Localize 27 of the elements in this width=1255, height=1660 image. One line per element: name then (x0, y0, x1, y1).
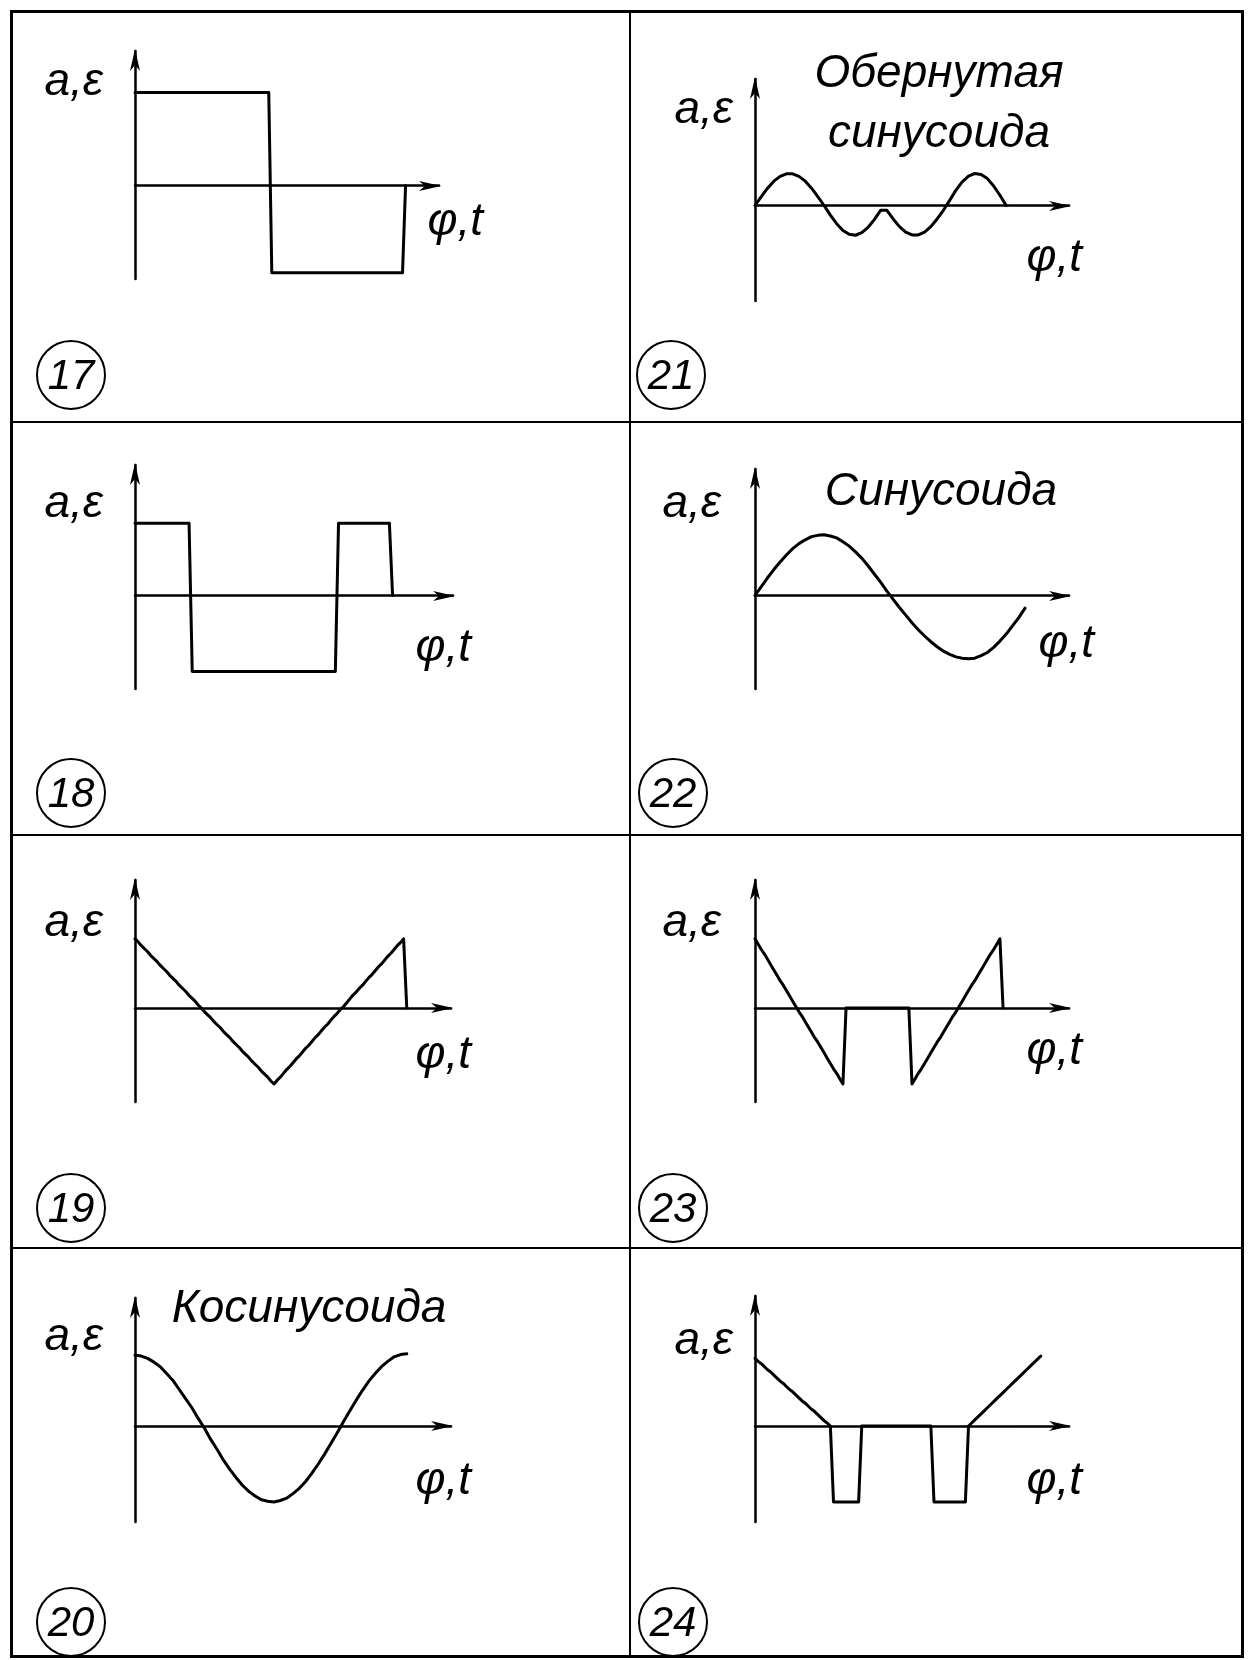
text: 21 (636, 340, 706, 410)
x-axis-title: φ,t (415, 1452, 474, 1504)
y-axis-title: a,ε (674, 1312, 734, 1364)
y-axis-title: a,ε (674, 81, 734, 133)
text: 22 (638, 758, 708, 828)
x-axis-title: φ,t (415, 619, 474, 671)
x-axis-title: φ,t (1038, 615, 1097, 667)
x-axis-title: φ,t (415, 1026, 474, 1078)
y-axis-title: a,ε (44, 894, 104, 946)
x-axis-title: φ,t (1026, 229, 1085, 281)
y-axis-title: a,ε (662, 475, 722, 527)
y-axis-title: a,ε (44, 475, 104, 527)
x-axis-title: φ,t (1026, 1022, 1085, 1074)
y-axis-title: a,ε (44, 1308, 104, 1360)
text: 20 (36, 1587, 106, 1657)
y-axis-title: a,ε (44, 53, 104, 105)
text: 17 (36, 340, 106, 410)
chart-title: Обернутая синусоида (814, 45, 1064, 157)
text: 18 (36, 758, 106, 828)
text: 19 (36, 1173, 106, 1243)
y-axis-title: a,ε (662, 894, 722, 946)
chart-title: Синусоида (824, 463, 1058, 515)
text: 24 (638, 1587, 708, 1657)
chart-title: Косинусоида (171, 1280, 447, 1332)
text: 23 (638, 1173, 708, 1243)
x-axis-title: φ,t (1026, 1452, 1085, 1504)
x-axis-title: φ,t (427, 193, 486, 245)
